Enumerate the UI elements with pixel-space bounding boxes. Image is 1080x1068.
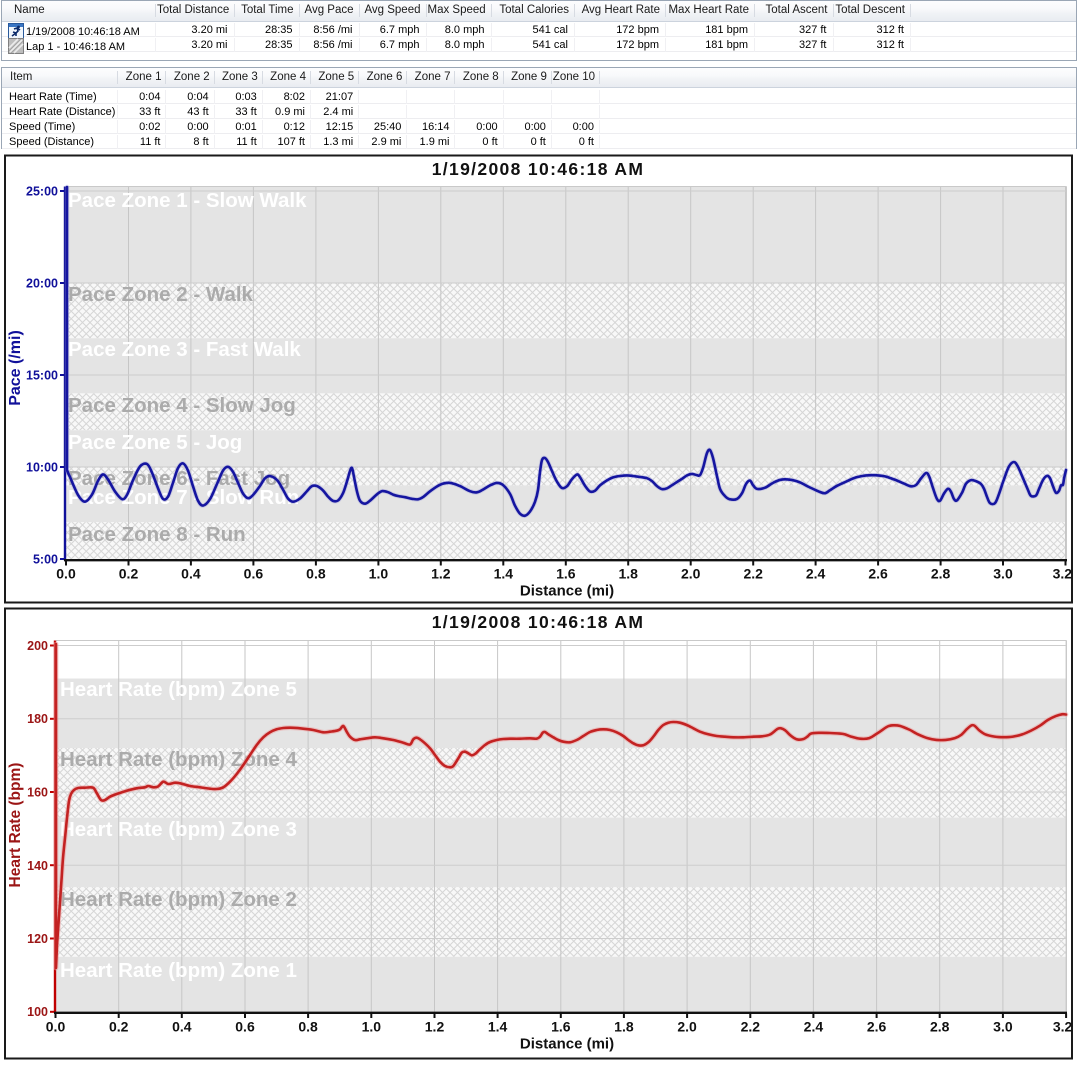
svg-text:2.8: 2.8 — [930, 1019, 950, 1035]
svg-text:0.2: 0.2 — [119, 566, 139, 582]
svg-text:1.6: 1.6 — [556, 566, 576, 582]
svg-text:2.6: 2.6 — [868, 566, 888, 582]
svg-text:2.0: 2.0 — [681, 566, 701, 582]
svg-text:1.8: 1.8 — [614, 1019, 634, 1035]
svg-text:Heart Rate (bpm) Zone 3: Heart Rate (bpm) Zone 3 — [60, 818, 297, 841]
svg-text:2.0: 2.0 — [677, 1019, 697, 1035]
svg-text:0.8: 0.8 — [306, 566, 326, 582]
svg-text:Heart Rate (bpm): Heart Rate (bpm) — [7, 763, 24, 888]
svg-text:1.0: 1.0 — [369, 566, 389, 582]
svg-text:Pace Zone 2 - Walk: Pace Zone 2 - Walk — [68, 283, 254, 306]
svg-text:0.6: 0.6 — [235, 1019, 255, 1035]
svg-text:2.2: 2.2 — [743, 566, 763, 582]
svg-text:1/19/2008 10:46:18 AM: 1/19/2008 10:46:18 AM — [432, 612, 645, 632]
svg-text:100: 100 — [27, 1005, 48, 1019]
svg-text:1.4: 1.4 — [494, 566, 514, 582]
svg-text:1.2: 1.2 — [425, 1019, 445, 1035]
svg-text:Pace Zone 3 - Fast Walk: Pace Zone 3 - Fast Walk — [68, 338, 301, 361]
svg-text:1.8: 1.8 — [618, 566, 638, 582]
svg-text:Heart Rate (bpm) Zone 4: Heart Rate (bpm) Zone 4 — [60, 748, 298, 771]
svg-text:0.2: 0.2 — [109, 1019, 129, 1035]
svg-text:0.0: 0.0 — [46, 1019, 66, 1035]
svg-text:Pace Zone 7 - Slow Run: Pace Zone 7 - Slow Run — [68, 486, 299, 509]
svg-text:Heart Rate (bpm) Zone 1: Heart Rate (bpm) Zone 1 — [60, 959, 297, 982]
svg-text:Pace Zone 1 - Slow Walk: Pace Zone 1 - Slow Walk — [68, 189, 307, 212]
svg-text:Pace (/mi): Pace (/mi) — [7, 330, 24, 406]
svg-text:Pace Zone 5 - Jog: Pace Zone 5 - Jog — [68, 431, 242, 454]
svg-text:3.0: 3.0 — [993, 566, 1013, 582]
svg-text:140: 140 — [27, 859, 48, 873]
svg-text:5:00: 5:00 — [33, 553, 58, 567]
svg-text:10:00: 10:00 — [26, 461, 58, 475]
svg-text:15:00: 15:00 — [26, 369, 58, 383]
svg-text:2.6: 2.6 — [867, 1019, 887, 1035]
svg-text:2.8: 2.8 — [931, 566, 951, 582]
svg-text:2.4: 2.4 — [804, 1019, 824, 1035]
svg-text:1.4: 1.4 — [488, 1019, 508, 1035]
svg-text:25:00: 25:00 — [26, 185, 58, 199]
svg-text:Pace Zone 8 - Run: Pace Zone 8 - Run — [68, 523, 246, 546]
svg-text:200: 200 — [27, 639, 48, 653]
svg-text:Pace Zone 4 - Slow Jog: Pace Zone 4 - Slow Jog — [68, 394, 296, 417]
svg-text:0.6: 0.6 — [244, 566, 264, 582]
svg-text:0.8: 0.8 — [298, 1019, 318, 1035]
svg-text:3.0: 3.0 — [993, 1019, 1013, 1035]
svg-text:1.0: 1.0 — [362, 1019, 382, 1035]
svg-text:Distance (mi): Distance (mi) — [520, 583, 614, 600]
svg-text:180: 180 — [27, 712, 48, 726]
svg-text:1/19/2008 10:46:18 AM: 1/19/2008 10:46:18 AM — [432, 159, 645, 179]
svg-text:Heart Rate (bpm) Zone 5: Heart Rate (bpm) Zone 5 — [60, 678, 297, 701]
svg-text:Heart Rate (bpm) Zone 2: Heart Rate (bpm) Zone 2 — [60, 888, 297, 911]
svg-text:1.6: 1.6 — [551, 1019, 571, 1035]
svg-text:0.4: 0.4 — [181, 566, 201, 582]
svg-text:120: 120 — [27, 932, 48, 946]
svg-text:1.2: 1.2 — [431, 566, 451, 582]
svg-text:160: 160 — [27, 786, 48, 800]
svg-text:2.4: 2.4 — [806, 566, 826, 582]
svg-text:0.0: 0.0 — [56, 566, 76, 582]
svg-text:Distance (mi): Distance (mi) — [520, 1036, 614, 1053]
svg-text:3.2: 3.2 — [1053, 566, 1073, 582]
svg-text:3.2: 3.2 — [1053, 1019, 1073, 1035]
svg-text:20:00: 20:00 — [26, 277, 58, 291]
svg-text:2.2: 2.2 — [741, 1019, 761, 1035]
svg-text:0.4: 0.4 — [172, 1019, 192, 1035]
